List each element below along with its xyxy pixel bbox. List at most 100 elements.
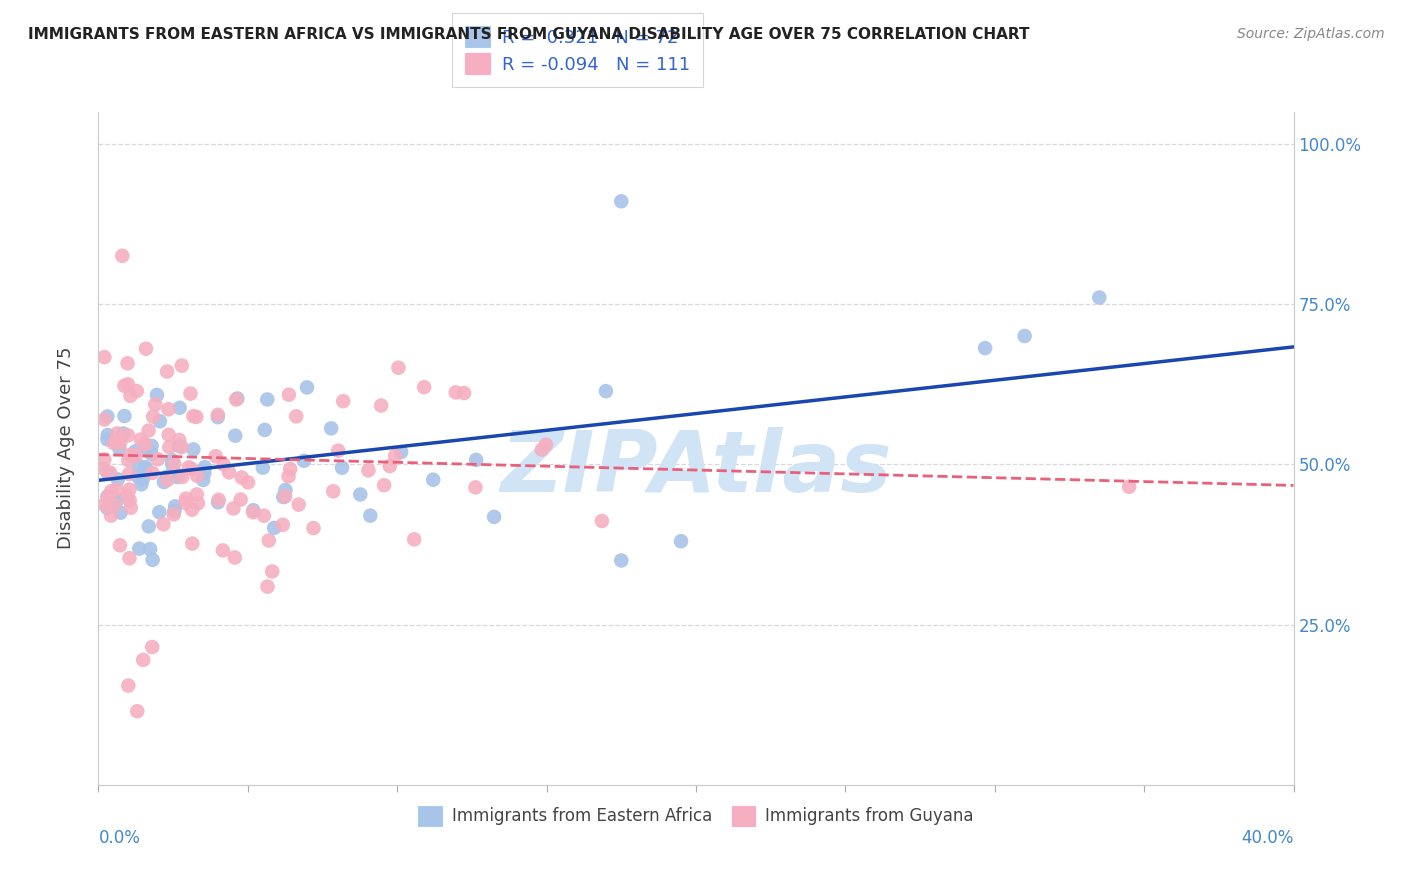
Point	[112, 409, 135, 423]
Point	[136, 444, 159, 458]
Point	[141, 439, 163, 453]
Point	[153, 475, 176, 489]
Point	[118, 551, 141, 566]
Point	[181, 502, 204, 516]
Point	[105, 426, 128, 441]
Point	[156, 469, 179, 483]
Point	[125, 384, 148, 398]
Point	[183, 409, 205, 424]
Point	[128, 541, 150, 556]
Point	[93, 412, 115, 426]
Point	[134, 462, 156, 476]
Point	[974, 341, 997, 355]
Point	[212, 458, 235, 472]
Point	[389, 445, 412, 459]
Point	[222, 501, 245, 516]
Point	[93, 498, 115, 512]
Point	[132, 653, 155, 667]
Point	[138, 519, 160, 533]
Point	[224, 550, 246, 565]
Point	[302, 521, 325, 535]
Point	[271, 490, 294, 504]
Point	[295, 380, 318, 394]
Point	[253, 508, 276, 523]
Point	[117, 453, 139, 467]
Point	[97, 428, 120, 442]
Point	[100, 508, 122, 523]
Point	[359, 508, 381, 523]
Point	[157, 427, 180, 442]
Point	[256, 580, 278, 594]
Point	[207, 408, 229, 422]
Point	[118, 467, 141, 481]
Point	[135, 342, 157, 356]
Point	[166, 468, 188, 483]
Point	[277, 469, 299, 483]
Point	[225, 392, 247, 407]
Point	[125, 449, 148, 463]
Point	[229, 492, 252, 507]
Point	[422, 473, 444, 487]
Point	[160, 453, 183, 467]
Point	[100, 484, 122, 499]
Point	[193, 466, 215, 480]
Point	[108, 435, 131, 450]
Point	[482, 509, 505, 524]
Point	[534, 437, 557, 451]
Point	[135, 460, 157, 475]
Point	[183, 442, 205, 457]
Point	[132, 472, 155, 486]
Y-axis label: Disability Age Over 75: Disability Age Over 75	[56, 347, 75, 549]
Point	[120, 500, 142, 515]
Point	[224, 428, 246, 442]
Point	[1088, 291, 1111, 305]
Point	[218, 466, 240, 480]
Point	[349, 487, 371, 501]
Point	[127, 469, 149, 483]
Point	[252, 460, 274, 475]
Point	[141, 466, 163, 480]
Text: IMMIGRANTS FROM EASTERN AFRICA VS IMMIGRANTS FROM GUYANA DISABILITY AGE OVER 75 : IMMIGRANTS FROM EASTERN AFRICA VS IMMIGR…	[28, 27, 1029, 42]
Point	[444, 385, 467, 400]
Point	[127, 704, 149, 718]
Text: 40.0%: 40.0%	[1241, 829, 1294, 847]
Point	[263, 521, 285, 535]
Point	[157, 440, 180, 454]
Point	[134, 437, 156, 451]
Point	[103, 436, 125, 450]
Point	[186, 487, 208, 501]
Point	[174, 496, 197, 510]
Point	[208, 492, 231, 507]
Point	[186, 468, 208, 483]
Point	[194, 460, 217, 475]
Point	[127, 458, 149, 473]
Point	[118, 483, 141, 497]
Point	[465, 453, 488, 467]
Point	[96, 466, 118, 480]
Point	[142, 409, 165, 424]
Point	[186, 409, 208, 424]
Point	[163, 457, 186, 471]
Point	[117, 356, 139, 370]
Point	[162, 458, 184, 472]
Point	[105, 483, 128, 497]
Point	[129, 433, 152, 447]
Point	[93, 452, 115, 467]
Point	[591, 514, 613, 528]
Point	[322, 484, 344, 499]
Point	[118, 448, 141, 462]
Point	[172, 470, 194, 484]
Point	[274, 490, 297, 504]
Point	[146, 388, 169, 402]
Point	[177, 460, 200, 475]
Point	[231, 470, 253, 484]
Point	[112, 378, 135, 392]
Point	[262, 565, 284, 579]
Point	[404, 533, 426, 547]
Point	[373, 478, 395, 492]
Point	[256, 392, 278, 407]
Point	[274, 483, 297, 497]
Point	[332, 394, 354, 409]
Point	[242, 503, 264, 517]
Point	[108, 538, 131, 552]
